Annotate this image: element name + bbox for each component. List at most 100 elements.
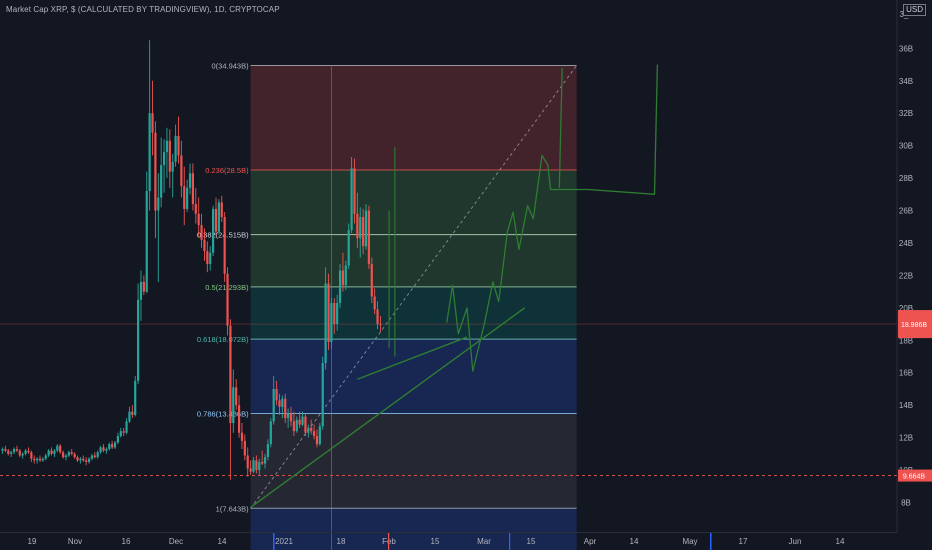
x-tick-label: Nov [68, 537, 82, 546]
candle-body [108, 444, 111, 449]
candle-body [38, 458, 42, 461]
candle-body [105, 448, 108, 451]
candle-body [266, 444, 270, 458]
current-price-tag [898, 310, 932, 339]
candle-body [4, 448, 7, 451]
candle-body [194, 204, 197, 214]
candle-body [47, 450, 50, 456]
candle-body [249, 468, 252, 472]
candle-body [295, 419, 298, 432]
candle-body [347, 230, 350, 266]
candle-body [15, 448, 19, 451]
candle-body [301, 416, 304, 425]
x-tick-label: 15 [527, 537, 536, 546]
candle-body [350, 168, 353, 231]
fib-zone [250, 169, 577, 235]
candle-body [235, 387, 238, 406]
candle-body [278, 400, 281, 407]
candle-body [33, 458, 36, 461]
y-tick-label: 18B [899, 336, 913, 345]
candle-body [203, 239, 206, 252]
chart-title: Market Cap XRP, $ (CALCULATED BY TRADING… [6, 5, 280, 14]
candle-body [379, 324, 382, 326]
y-tick-label: 8B [901, 499, 911, 508]
candle-body [275, 388, 278, 401]
candle-body [148, 113, 151, 192]
candle-body [232, 387, 235, 424]
candle-body [50, 450, 53, 454]
x-tick-label: 16 [122, 537, 131, 546]
candle-body [116, 435, 119, 443]
candle-body [59, 445, 62, 453]
candle-body [206, 251, 209, 265]
candles [1, 40, 382, 480]
candle-body [269, 421, 272, 445]
range-marker [509, 533, 511, 550]
candle-body [327, 283, 330, 342]
candle-body [272, 388, 275, 422]
x-axis: 19 Nov 16 Dec 14 2021 18 Feb 15 Mar 15 Apr 14 May 17 Ju… [0, 532, 897, 550]
y-axis[interactable]: 8B10B12B14B16B18B20B22B24B26B28B30B32B34… [896, 0, 932, 533]
candle-body [315, 435, 319, 445]
candle-body [180, 155, 183, 187]
candle-body [30, 452, 33, 459]
x-tick-label: Dec [169, 537, 183, 546]
candle-body [212, 208, 215, 253]
candle-body [67, 452, 70, 456]
fib-level-label: 0.618(18.072B) [197, 335, 249, 344]
currency-badge[interactable]: USD [903, 4, 926, 16]
candle-body [287, 413, 290, 419]
candle-body [87, 458, 91, 462]
x-tick-label: May [682, 537, 697, 546]
candle-body [168, 140, 171, 172]
candle-body [367, 210, 370, 265]
candle-body [154, 132, 157, 211]
candle-body [298, 419, 301, 425]
candle-body [376, 309, 379, 325]
candle-body [312, 431, 316, 436]
candle-body [261, 461, 264, 464]
range-marker [710, 533, 712, 550]
candle-body [370, 264, 373, 297]
candle-body [151, 113, 154, 133]
candle-body [1, 448, 4, 451]
fib-level-label: 0.236(28.5B) [205, 166, 249, 175]
fib-level-label: 0.786(13.486B) [197, 410, 249, 419]
candle-body [85, 460, 88, 462]
projection-path [446, 64, 659, 372]
candle-body [90, 455, 94, 459]
candle-body [162, 152, 166, 166]
candle-body [229, 325, 232, 424]
candle-body [364, 210, 368, 247]
fib-trend-line [250, 65, 577, 509]
candle-body [263, 457, 267, 464]
x-tick-label: 19 [28, 537, 37, 546]
candle-body [359, 217, 362, 239]
candle-body [139, 281, 143, 300]
dashed-level-tag [898, 469, 932, 482]
candle-body [304, 416, 307, 433]
candle-body [200, 225, 203, 240]
fib-zone [250, 65, 577, 170]
candle-body [240, 432, 244, 441]
fib-zone [250, 234, 577, 287]
candle-body [243, 440, 246, 456]
x-tick-label: 17 [739, 537, 748, 546]
y-tick-label: 28B [899, 174, 913, 183]
candle-body [171, 161, 174, 172]
y-tick-label: 16B [899, 369, 913, 378]
candle-body [324, 283, 327, 364]
fib-level-label: 1(7.643B) [216, 504, 249, 513]
support-trendline [250, 307, 526, 508]
candle-body [330, 302, 333, 342]
trend-drawings[interactable] [250, 64, 659, 508]
range-marker [273, 533, 275, 550]
candle-body [341, 270, 345, 286]
fib-zone [250, 286, 577, 340]
y-tick-label: 14B [899, 401, 913, 410]
y-tick-label: 32B [899, 109, 913, 118]
candle-body [44, 455, 47, 459]
y-tick-label: 34B [899, 77, 913, 86]
